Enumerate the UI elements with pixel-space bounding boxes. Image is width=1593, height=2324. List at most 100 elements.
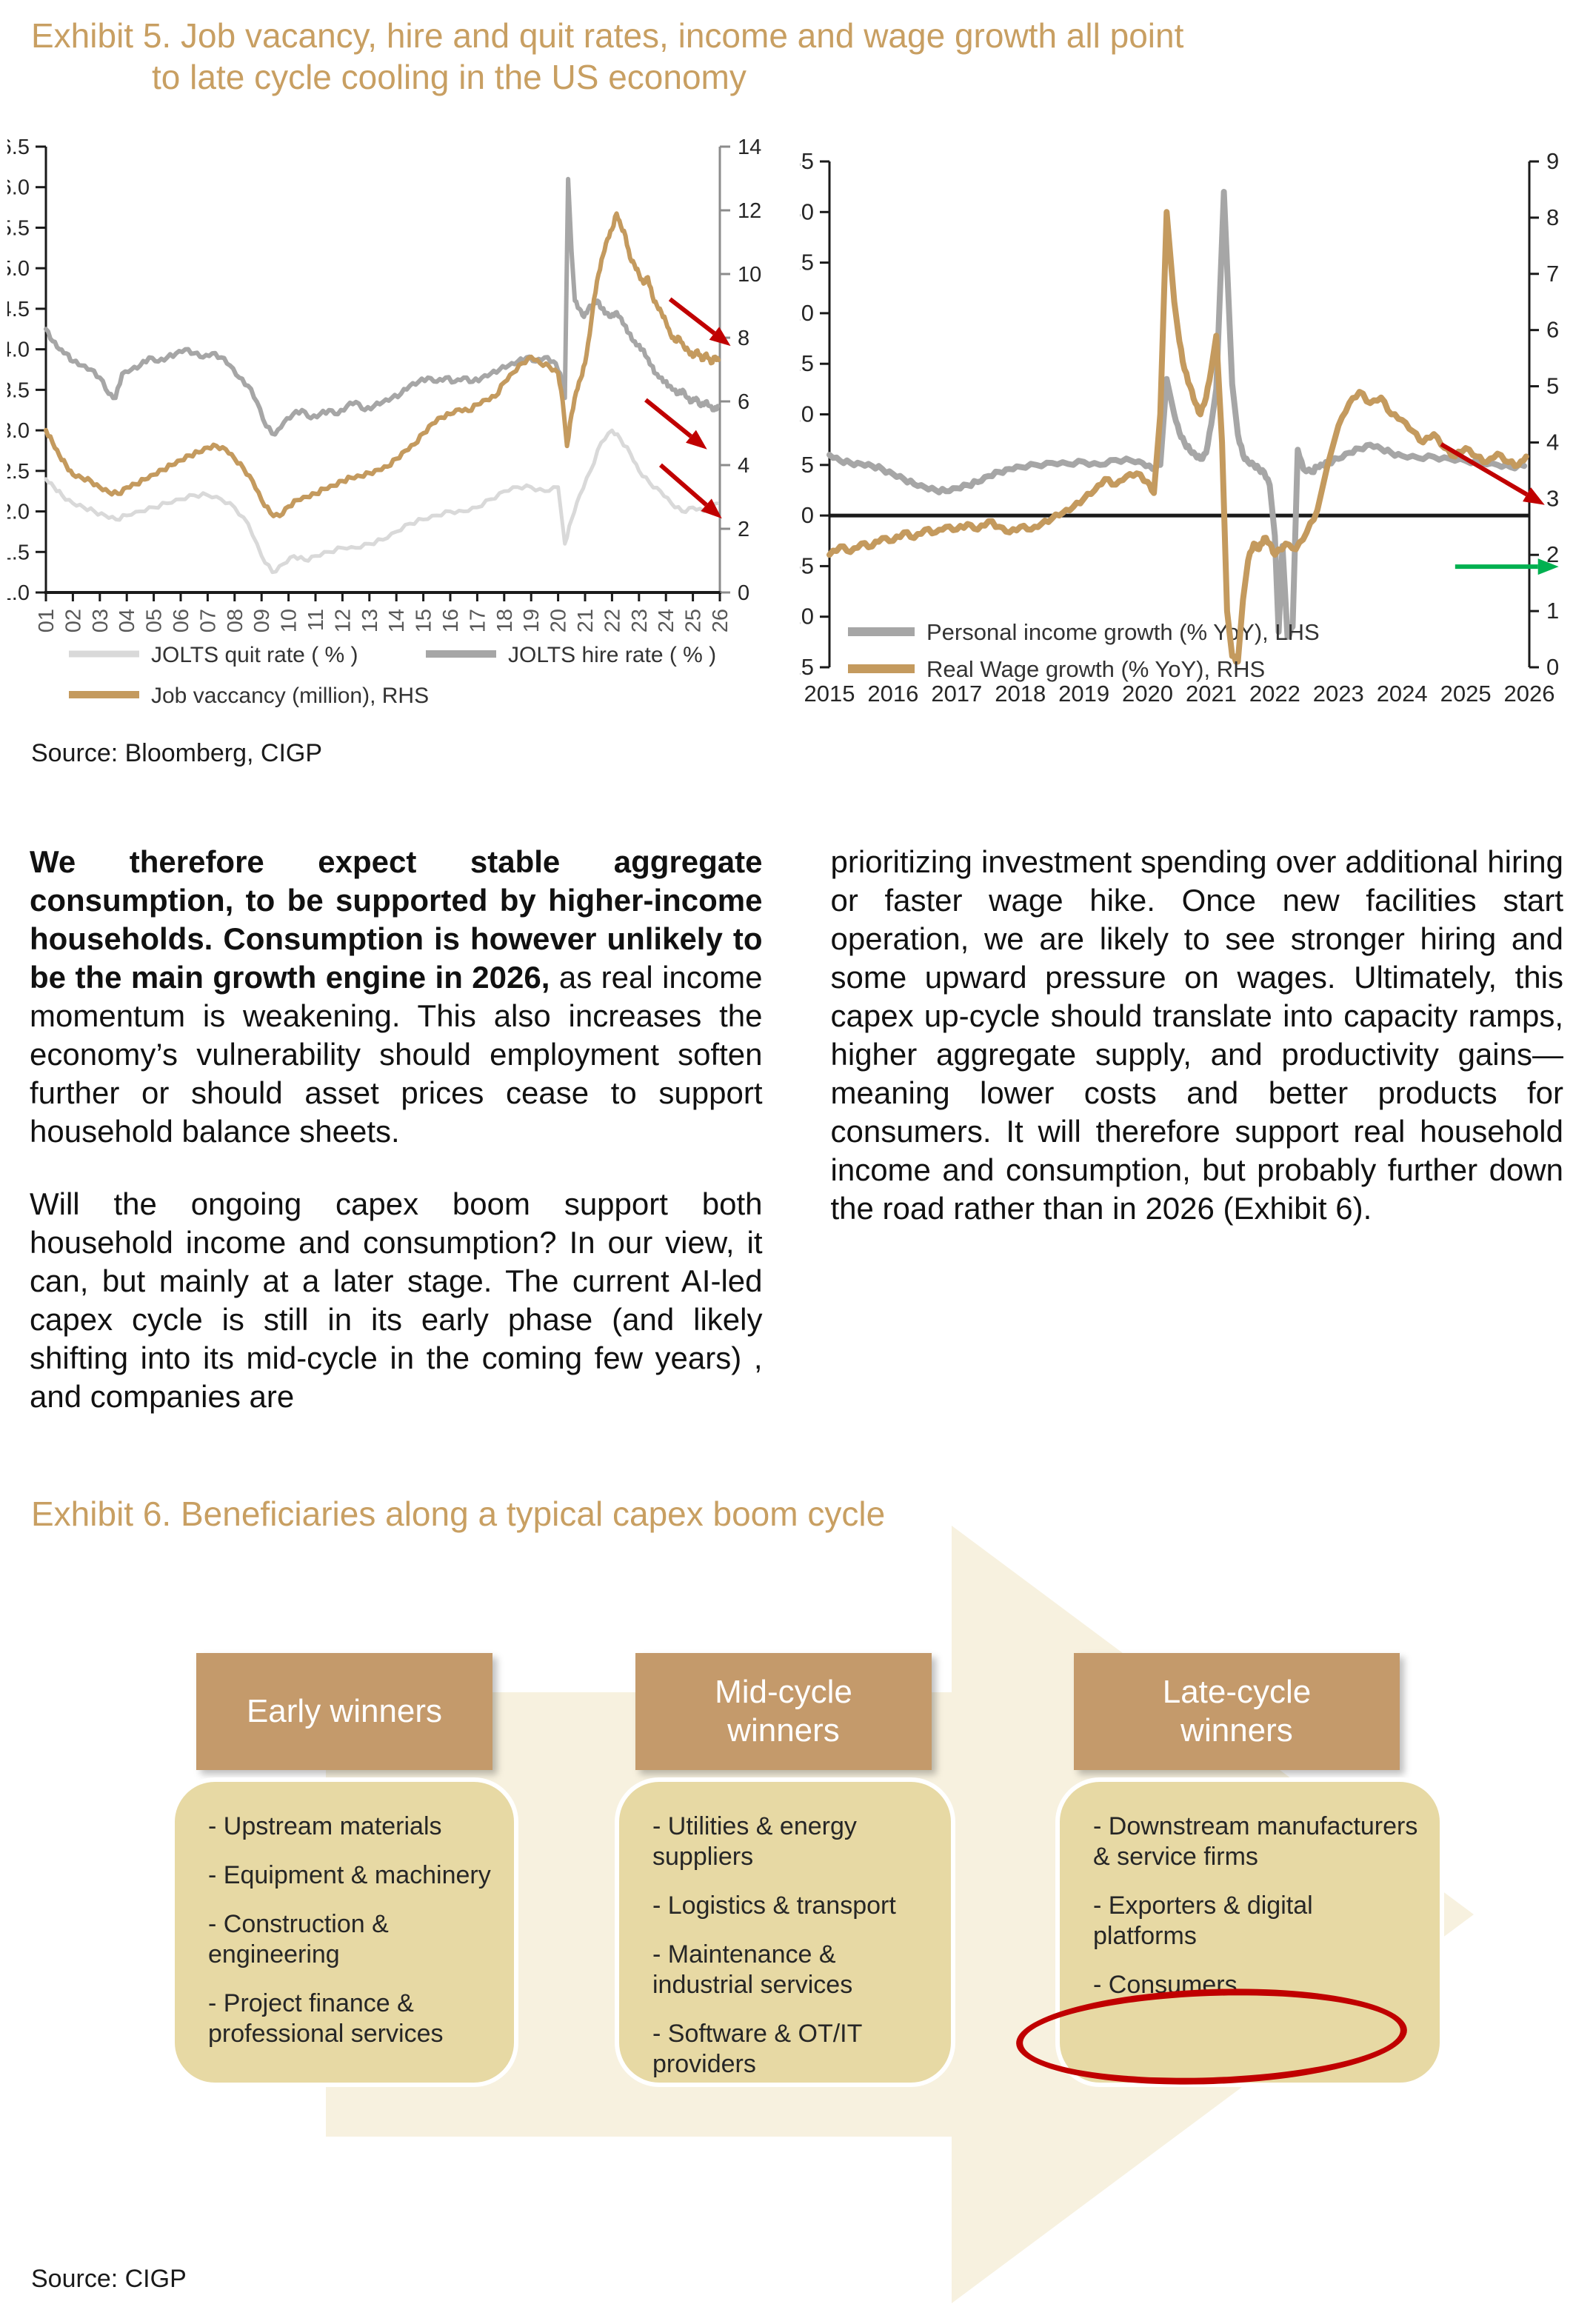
paragraph-1-bold: We therefore expect stable aggregate con…: [30, 844, 763, 995]
svg-text:JOLTS quit rate ( % ): JOLTS quit rate ( % ): [151, 643, 358, 667]
svg-text:10: 10: [278, 609, 301, 632]
svg-text:6: 6: [1546, 317, 1559, 343]
stage-header-late-cycle-winners: Late-cycle winners: [1074, 1653, 1400, 1770]
paragraph-3: prioritizing investment spending over ad…: [830, 844, 1564, 1226]
svg-text:17: 17: [466, 609, 490, 632]
svg-text:2018: 2018: [995, 681, 1046, 707]
svg-text:01: 01: [35, 609, 59, 632]
svg-text:2024: 2024: [1377, 681, 1428, 707]
svg-text:21: 21: [574, 609, 598, 632]
svg-text:07: 07: [196, 609, 220, 632]
svg-text:8: 8: [1546, 204, 1559, 230]
svg-text:-5: -5: [800, 552, 814, 578]
svg-text:09: 09: [250, 609, 274, 632]
svg-text:24: 24: [655, 609, 678, 632]
svg-text:2016: 2016: [867, 681, 918, 707]
svg-text:1: 1: [1546, 598, 1559, 624]
svg-text:2019: 2019: [1058, 681, 1109, 707]
svg-text:Real Wage growth (% YoY), RHS: Real Wage growth (% YoY), RHS: [926, 656, 1265, 682]
svg-text:3.0: 3.0: [7, 419, 30, 443]
svg-text:6: 6: [738, 390, 749, 414]
svg-text:0: 0: [801, 502, 814, 528]
paragraph-1-rest: as real income momentum is weakening. Th…: [30, 960, 763, 1149]
svg-text:6.0: 6.0: [7, 176, 30, 200]
svg-text:14: 14: [738, 137, 761, 159]
svg-text:2025: 2025: [1440, 681, 1492, 707]
exhibit5-title-line2: to late cycle cooling in the US economy: [152, 58, 747, 96]
svg-text:18: 18: [493, 609, 517, 632]
svg-text:4.5: 4.5: [7, 298, 30, 321]
svg-text:3: 3: [1546, 485, 1559, 511]
svg-text:2.0: 2.0: [7, 501, 30, 524]
svg-text:25: 25: [682, 609, 706, 632]
svg-text:1.0: 1.0: [7, 581, 30, 605]
svg-text:08: 08: [224, 609, 247, 632]
exhibit6-title: Exhibit 6. Beneficiaries along a typical…: [31, 1495, 886, 1533]
svg-text:2: 2: [1546, 541, 1559, 567]
svg-text:0: 0: [1546, 654, 1559, 680]
list-item: - Logistics & transport: [652, 1891, 896, 1920]
right-arrow-icon: [326, 1692, 952, 2137]
list-item: - Utilities & energy suppliers: [652, 1812, 857, 1871]
svg-text:23: 23: [628, 609, 652, 632]
svg-text:2.5: 2.5: [7, 460, 30, 484]
paragraph-1: We therefore expect stable aggregate con…: [30, 843, 763, 1151]
svg-text:4.0: 4.0: [7, 338, 30, 362]
svg-text:4: 4: [738, 454, 749, 478]
svg-text:10: 10: [800, 401, 814, 427]
svg-text:5.0: 5.0: [7, 257, 30, 281]
stage-list-late-cycle-winners: - Downstream manufacturers & service fir…: [1055, 1777, 1444, 2087]
svg-text:2017: 2017: [931, 681, 982, 707]
svg-text:3.5: 3.5: [7, 378, 30, 402]
jolts-chart: 6.5 6.0 5.5 5.0 4.5 4.0 3.5 3.0 2.5 2.0 1.5 1.0 14 12…: [7, 137, 761, 708]
svg-text:14: 14: [385, 609, 409, 632]
svg-text:JOLTS hire rate ( % ): JOLTS hire rate ( % ): [508, 643, 716, 667]
svg-text:-10: -10: [800, 604, 814, 630]
svg-text:19: 19: [520, 609, 544, 632]
svg-text:Job vaccancy (million), RHS: Job vaccancy (million), RHS: [151, 684, 429, 708]
svg-text:2021: 2021: [1186, 681, 1237, 707]
svg-text:26: 26: [709, 609, 732, 632]
income-wage-chart: 35302520151050-5-10-15987654321020152016…: [800, 148, 1559, 707]
svg-text:6.5: 6.5: [7, 137, 30, 159]
chart-source: Source: Bloomberg, CIGP: [31, 739, 323, 767]
svg-text:4: 4: [1546, 429, 1559, 455]
svg-text:5.5: 5.5: [7, 216, 30, 240]
svg-text:2023: 2023: [1313, 681, 1364, 707]
svg-text:15: 15: [800, 350, 814, 376]
svg-text:04: 04: [116, 609, 139, 632]
svg-text:0: 0: [738, 581, 749, 605]
svg-text:20: 20: [547, 609, 571, 632]
svg-text:15: 15: [413, 609, 436, 632]
svg-text:2022: 2022: [1249, 681, 1300, 707]
list-item: - Maintenance & industrial services: [652, 1940, 853, 1999]
list-item-consumers: - Consumers: [1093, 1971, 1238, 1999]
svg-text:22: 22: [601, 609, 624, 632]
svg-text:12: 12: [738, 199, 761, 223]
svg-text:30: 30: [800, 198, 814, 224]
svg-text:02: 02: [61, 609, 85, 632]
svg-text:2026: 2026: [1504, 681, 1555, 707]
body-text: We therefore expect stable aggregate con…: [30, 843, 1563, 1450]
list-item: - Construction & engineering: [208, 1910, 389, 1969]
body-column-left: We therefore expect stable aggregate con…: [30, 843, 763, 1450]
svg-text:25: 25: [800, 250, 814, 276]
svg-text:35: 35: [800, 148, 814, 174]
right-arrow-head-icon: [952, 1526, 1474, 2303]
svg-text:13: 13: [358, 609, 382, 632]
svg-text:2: 2: [738, 518, 749, 541]
svg-text:20: 20: [800, 300, 814, 326]
paragraph-2: Will the ongoing capex boom support both…: [30, 1186, 763, 1414]
list-item: - Software & OT/IT providers: [652, 2020, 862, 2078]
svg-text:12: 12: [331, 609, 355, 632]
svg-text:11: 11: [304, 609, 328, 631]
svg-text:10: 10: [738, 263, 761, 287]
stage-header-mid-cycle-winners: Mid-cycle winners: [635, 1653, 932, 1770]
stage-list-early-winners: - Upstream materials - Equipment & machi…: [170, 1777, 518, 2087]
consumers-highlight-ellipse: [1014, 1982, 1409, 2091]
body-column-right: prioritizing investment spending over ad…: [831, 843, 1564, 1450]
svg-text:8: 8: [738, 327, 749, 350]
svg-text:Personal income growth (% YoY): Personal income growth (% YoY), LHS: [926, 619, 1320, 645]
list-item: - Downstream manufacturers & service fir…: [1093, 1812, 1418, 1871]
